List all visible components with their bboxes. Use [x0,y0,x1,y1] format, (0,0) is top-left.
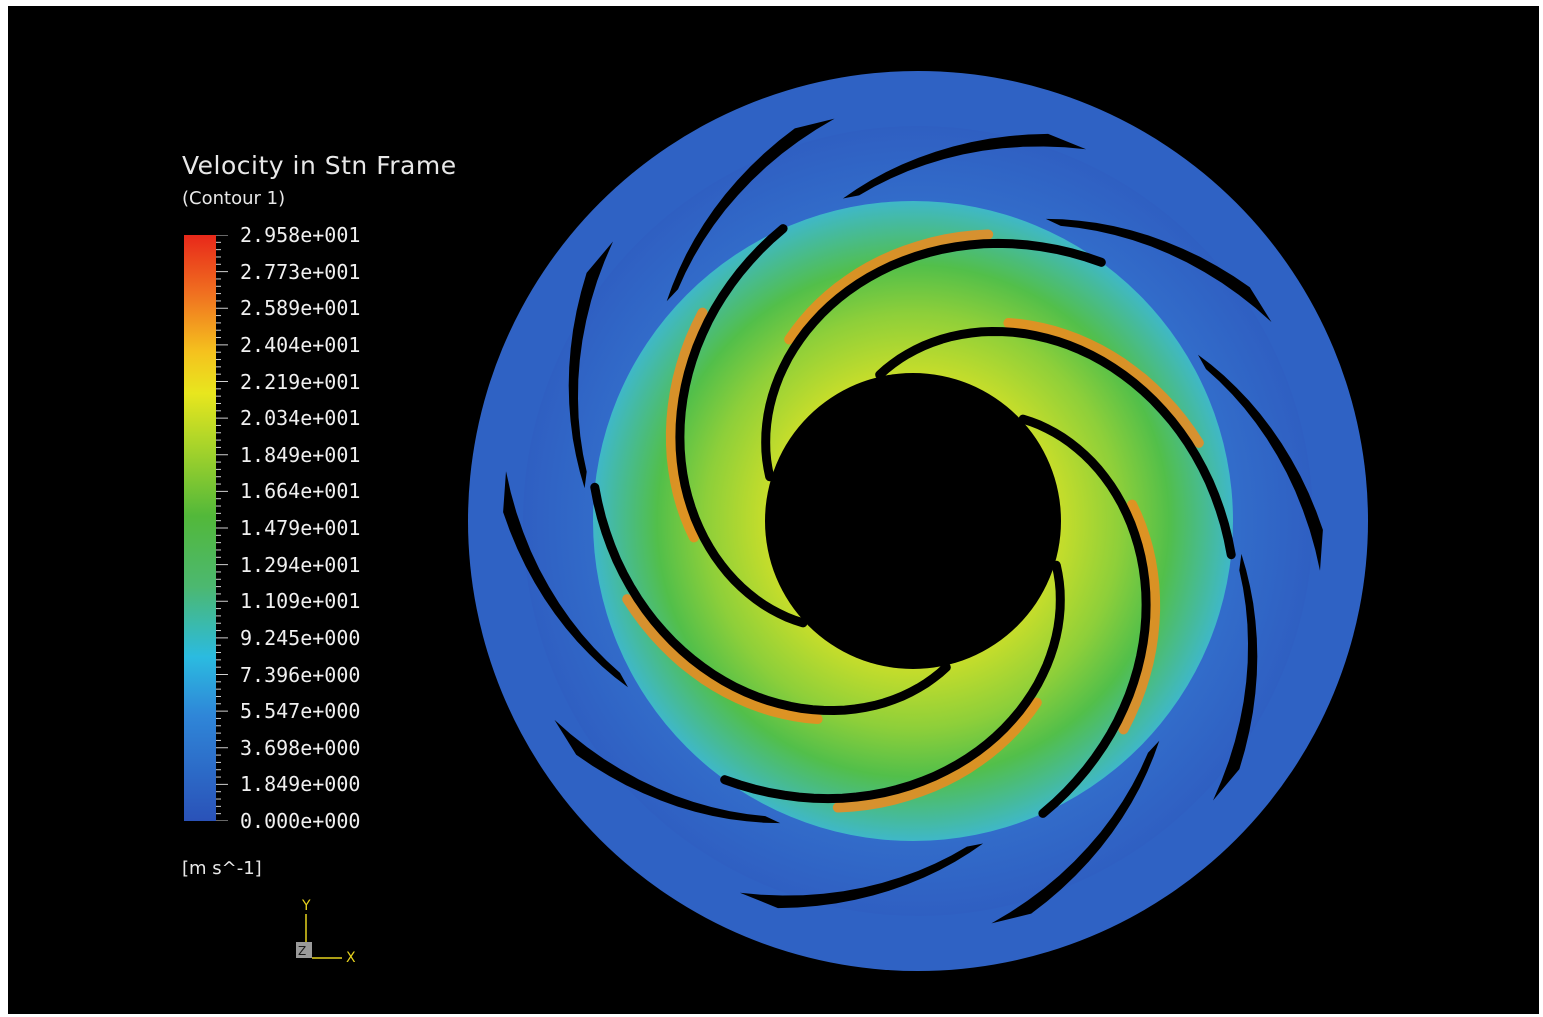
hub-eye [765,373,1061,669]
color-bar-tick-label: 7.396e+000 [240,662,361,687]
high-velocity-streak [1003,318,1204,448]
color-bar-tick-label: 2.219e+001 [240,369,361,394]
color-bar-ticks [216,235,228,821]
diffuser-vane [1213,553,1258,801]
impeller-blade [590,482,951,716]
color-bar-tick-label: 2.958e+001 [240,223,361,247]
impeller-blade [1018,414,1151,818]
diffuser-vane [842,133,1087,199]
color-bar-tick-label: 2.404e+001 [240,332,361,357]
color-bar-tick-label: 1.849e+000 [240,772,361,797]
color-bar-tick-label: 0.000e+000 [240,809,361,833]
diffuser-vanes [503,118,1323,924]
color-bar-tick-label: 1.664e+001 [240,479,361,504]
diffuser-vane [554,719,781,824]
impeller-blade [875,326,1236,560]
legend-title: Velocity in Stn Frame [182,151,457,180]
impeller-blade [720,560,1065,804]
high-velocity-streak [784,229,994,345]
diffuser-vane [739,843,984,909]
high-velocity-streak [832,697,1042,813]
triad-z-label: Z [298,944,306,958]
units-label: [m s^-1] [182,858,262,879]
color-bar-tick-label: 1.479e+001 [240,516,361,540]
diffuser-vane [1045,218,1272,323]
legend-subtitle: (Contour 1) [182,188,286,209]
high-velocity-zones [622,229,1204,813]
color-bar-tick-label: 2.773e+001 [240,259,361,284]
impeller-blades [590,224,1236,818]
diffuser-vane [568,241,613,489]
color-bar-tick-label: 1.849e+001 [240,442,361,467]
triad-x-label: X [346,950,356,966]
color-bar-tick-label: 5.547e+000 [240,699,361,724]
triad-y-label: Y [301,898,311,914]
color-bar-tick-label: 2.034e+001 [240,406,361,431]
color-bar-tick-label: 9.245e+000 [240,625,361,650]
cfd-viewport[interactable]: Velocity in Stn Frame (Contour 1) 2.958e… [8,6,1539,1014]
high-velocity-streak [1118,499,1161,735]
high-velocity-streak [665,307,708,543]
axis-triad: Y Z X [296,898,356,966]
impeller-blade [675,224,808,628]
impeller-blade [761,238,1106,482]
color-bar-tick-label: 1.109e+001 [240,589,361,614]
color-bar [184,235,216,821]
color-bar-tick-label: 3.698e+000 [240,735,361,760]
impeller-contour-plot [468,71,1368,971]
color-bar-tick-label: 2.589e+001 [240,296,361,321]
high-velocity-streak [622,594,823,724]
color-bar-tick-label: 1.294e+001 [240,552,361,577]
